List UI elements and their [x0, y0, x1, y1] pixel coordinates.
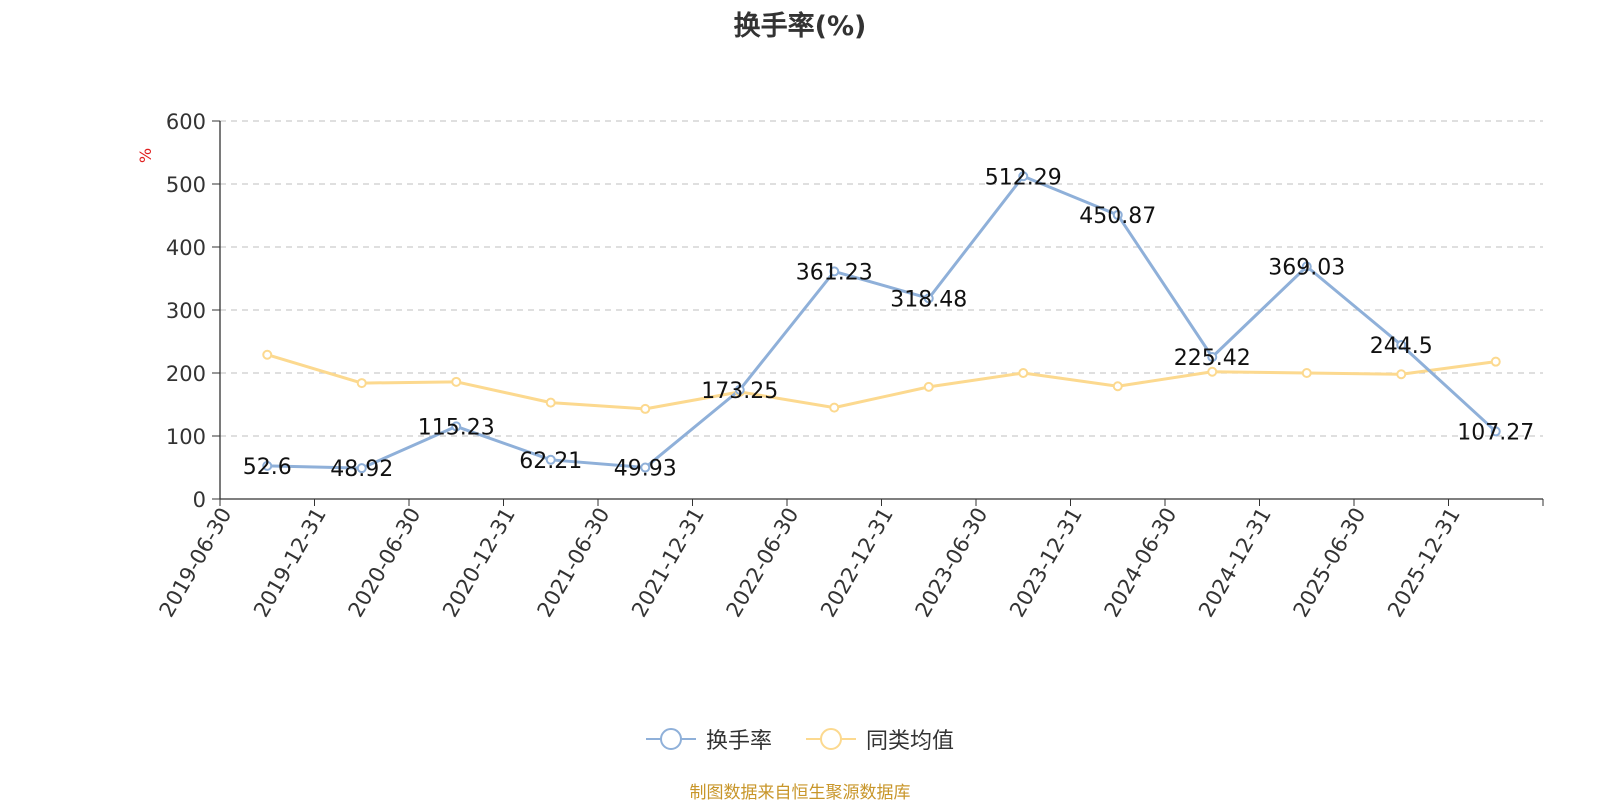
series-1-point-6: [829, 402, 840, 413]
series-0-point-6: [829, 266, 840, 277]
series-0-point-9: [1112, 209, 1123, 220]
legend-label-turnover: 换手率: [705, 729, 772, 754]
x-tick-label-2019-12-31: 2019-12-31: [249, 504, 331, 622]
y-tick-label-300: 300: [166, 299, 206, 323]
x-tick-label-2022-06-30: 2022-06-30: [722, 504, 804, 622]
x-tick-label-2021-12-31: 2021-12-31: [627, 504, 709, 622]
legend-circle-peer-average: [820, 728, 842, 750]
data-label-7: 318.48: [890, 287, 967, 312]
series-0-point-0: [262, 460, 273, 471]
x-tick-label-2020-06-30: 2020-06-30: [344, 504, 426, 622]
x-tick-label-2024-06-30: 2024-06-30: [1100, 504, 1182, 622]
series-0-point-8: [1018, 171, 1029, 182]
legend-label-peer-average: 同类均值: [866, 729, 955, 754]
series-0-point-4: [640, 462, 651, 473]
series-line-1: [266, 353, 1496, 411]
x-tick-label-2019-06-30: 2019-06-30: [155, 504, 237, 622]
data-label-4: 49.93: [614, 457, 677, 482]
x-tick-label-2025-12-31: 2025-12-31: [1383, 504, 1465, 622]
source-note: 制图数据来自恒生聚源数据库: [689, 783, 911, 803]
legend: 换手率 同类均值: [0, 723, 1600, 755]
series-1-point-1: [356, 378, 367, 389]
series-0-point-10: [1207, 351, 1218, 362]
chart-title: 换手率(%): [733, 11, 867, 42]
legend-item-turnover[interactable]: 换手率: [645, 723, 772, 755]
series-1-point-2: [451, 376, 462, 387]
series-0-point-2: [451, 421, 462, 432]
y-tick-label-0: 0: [193, 488, 206, 512]
gridlines: [220, 120, 1543, 437]
data-label-2: 115.23: [418, 415, 495, 440]
legend-marker-peer-average: [806, 728, 856, 750]
legend-marker-turnover: [645, 728, 696, 750]
series-1-point-9: [1112, 381, 1123, 392]
legend-item-peer-average[interactable]: 同类均值: [806, 723, 954, 755]
x-tick-label-2021-06-30: 2021-06-30: [533, 504, 615, 622]
series-line-0: [267, 174, 1497, 470]
x-tick-label-2024-12-31: 2024-12-31: [1194, 504, 1276, 622]
legend-circle-turnover: [659, 728, 682, 750]
series-0-point-3: [545, 454, 556, 465]
data-label-1: 48.92: [330, 457, 393, 482]
x-tick-label-2020-12-31: 2020-12-31: [438, 504, 520, 622]
series-1-point-12: [1396, 369, 1407, 380]
series-1-point-7: [923, 381, 934, 392]
series-0-point-12: [1396, 339, 1407, 350]
series-1-point-13: [1490, 356, 1501, 367]
y-tick-label-600: 600: [166, 110, 206, 134]
x-tick-label-2023-12-31: 2023-12-31: [1005, 504, 1087, 622]
series-1-point-11: [1301, 368, 1312, 378]
data-labels: 52.6 48.92 115.23 62.21 49.93 173.25 361.23 318…: [243, 165, 1534, 482]
series-1-point-10: [1207, 366, 1218, 377]
data-label-3: 62.21: [519, 449, 582, 474]
data-label-11: 369.03: [1268, 256, 1345, 281]
y-tick-label-100: 100: [166, 425, 206, 449]
series-0-point-13: [1490, 426, 1501, 437]
y-tick-label-200: 200: [166, 362, 206, 386]
series-0-point-11: [1301, 261, 1312, 272]
x-tick-label-2025-06-30: 2025-06-30: [1289, 504, 1371, 622]
data-label-12: 244.5: [1370, 334, 1433, 359]
data-label-10: 225.42: [1174, 346, 1251, 371]
series-0-point-1: [356, 463, 367, 474]
data-label-9: 450.87: [1079, 204, 1156, 229]
x-tick-label-2023-06-30: 2023-06-30: [911, 504, 993, 622]
series-1-point-8: [1018, 368, 1029, 378]
data-label-6: 361.23: [796, 260, 873, 285]
series-lines: [266, 174, 1497, 470]
data-label-0: 52.6: [243, 455, 292, 480]
y-tick-label-500: 500: [166, 173, 206, 197]
data-label-8: 512.29: [985, 165, 1062, 190]
y-tick-label-400: 400: [166, 236, 206, 260]
series-0-point-7: [923, 293, 934, 304]
data-label-13: 107.27: [1457, 420, 1534, 445]
series-points: [262, 171, 1501, 474]
series-0-point-5: [734, 384, 745, 395]
data-label-5: 173.25: [701, 379, 778, 404]
series-1-point-0: [262, 349, 273, 360]
x-tick-label-2022-12-31: 2022-12-31: [816, 504, 898, 622]
series-1-point-4: [640, 403, 651, 414]
series-1-point-3: [545, 397, 556, 408]
